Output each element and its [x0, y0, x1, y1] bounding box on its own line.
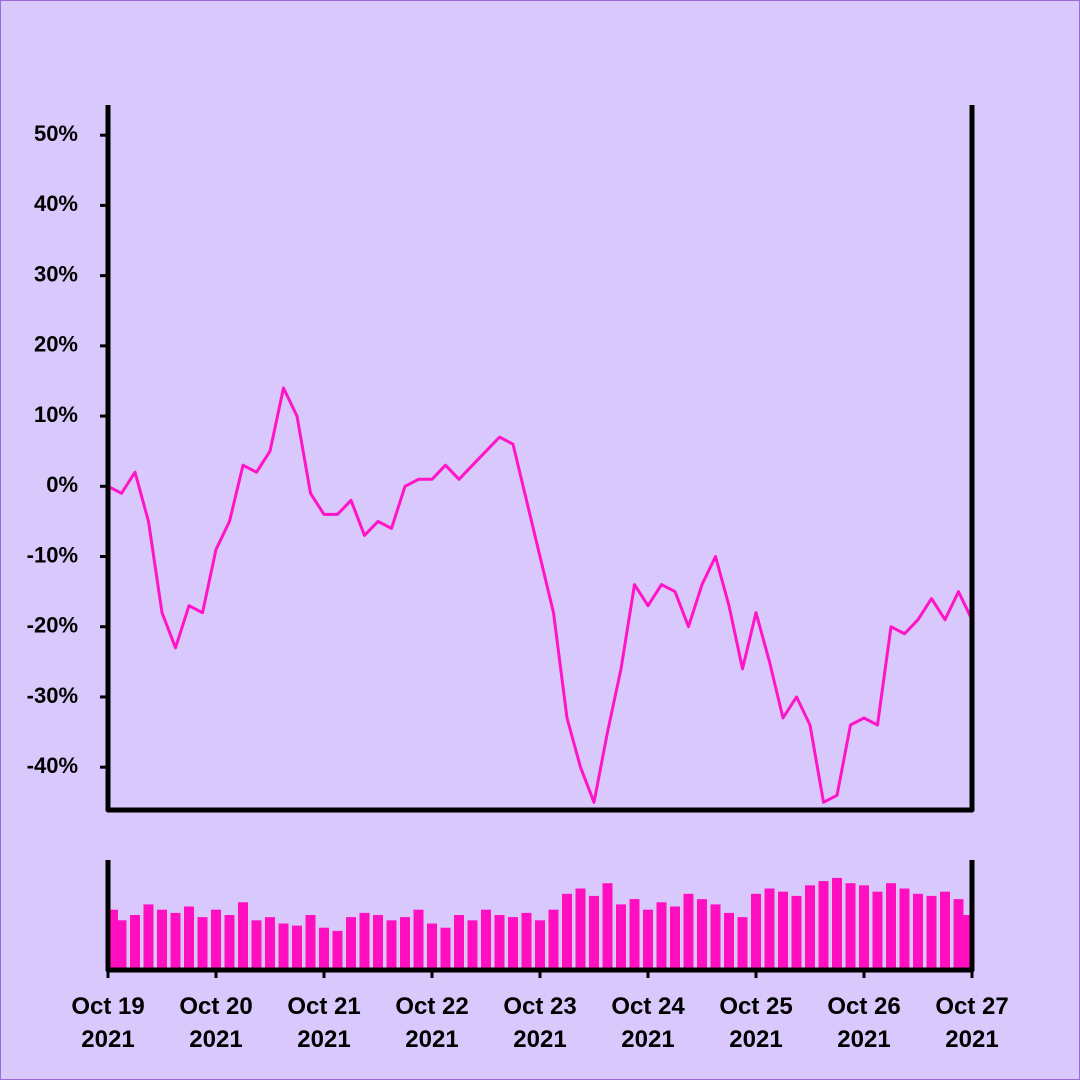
volume-bar: [211, 909, 221, 968]
volume-bar: [845, 883, 856, 968]
volume-bar: [373, 915, 383, 968]
volume-bar: [508, 917, 518, 968]
volume-bar: [197, 917, 208, 968]
volume-bar: [359, 912, 370, 968]
x-tick-label: Oct 27 2021: [935, 993, 1009, 1053]
volume-bar: [643, 909, 653, 968]
y-tick-label: -30%: [27, 683, 78, 708]
volume-bar: [589, 895, 599, 968]
volume-bar: [400, 917, 410, 968]
x-tick-label: Oct 26 2021: [827, 993, 901, 1053]
y-tick-label: 40%: [34, 191, 78, 216]
volume-bar: [697, 899, 707, 968]
volume-bar: [224, 915, 235, 968]
volume-bar: [184, 906, 194, 968]
volume-bar: [521, 912, 532, 968]
volume-bar: [764, 888, 775, 968]
volume-bar: [778, 891, 788, 968]
volume-bar: [440, 927, 451, 968]
volume-bar: [710, 904, 721, 968]
volume-bar: [413, 909, 424, 968]
x-tick-label: Oct 23 2021: [503, 993, 577, 1053]
price-line: [107, 386, 974, 804]
volume-bar: [953, 899, 964, 968]
volume-bar: [278, 923, 289, 968]
x-tick-label: Oct 22 2021: [395, 993, 469, 1053]
y-tick-label: -10%: [27, 542, 78, 567]
volume-bar: [130, 915, 140, 968]
volume-bar: [899, 888, 910, 968]
volume-bar: [170, 912, 181, 968]
volume-bar: [737, 917, 748, 968]
x-tick-label: Oct 25 2021: [719, 993, 793, 1053]
volume-axes: [105, 860, 975, 973]
y-tick-label: 50%: [34, 121, 78, 146]
main-axes: [105, 105, 975, 813]
volume-bar: [386, 920, 397, 968]
volume-bar: [724, 912, 734, 968]
volume-bar: [238, 902, 248, 968]
volume-bar: [535, 920, 545, 968]
y-tick-label: -40%: [27, 753, 78, 778]
volume-bar: [292, 925, 302, 968]
volume-bar: [265, 917, 275, 968]
volume-bar: [319, 927, 329, 968]
volume-bar: [454, 915, 464, 968]
volume-bar: [791, 895, 802, 968]
volume-bar: [629, 899, 640, 968]
volume-bar: [832, 877, 842, 968]
volume-bar: [427, 923, 437, 968]
volume-bar: [913, 893, 923, 968]
volume-bar: [940, 891, 950, 968]
x-tick-label: Oct 20 2021: [179, 993, 253, 1053]
volume-bar: [251, 920, 262, 968]
x-tick-label: Oct 19 2021: [71, 993, 145, 1053]
y-tick-label: 10%: [34, 402, 78, 427]
y-tick-label: 0%: [46, 472, 78, 497]
volume-bar: [575, 888, 586, 968]
x-tick-label: Oct 24 2021: [611, 993, 685, 1053]
volume-bar: [751, 893, 761, 968]
volume-bar: [332, 930, 343, 968]
x-tick-label: Oct 21 2021: [287, 993, 361, 1053]
volume-bar: [108, 909, 118, 968]
volume-bar: [683, 893, 694, 968]
volume-bar: [116, 920, 127, 968]
y-tick-label: -20%: [27, 613, 78, 638]
volume-bar: [602, 883, 613, 968]
volume-bar: [886, 883, 896, 968]
volume-bar: [962, 915, 972, 968]
volume-bar: [494, 915, 505, 968]
volume-bar: [805, 885, 815, 968]
volume-bar: [346, 917, 356, 968]
volume-bar: [548, 909, 559, 968]
volume-bar: [562, 893, 572, 968]
volume-bar: [872, 891, 883, 968]
volume-bar: [143, 904, 154, 968]
volume-bar: [616, 904, 626, 968]
volume-bar: [670, 906, 680, 968]
volume-bar: [818, 881, 829, 968]
volume-bar: [656, 902, 667, 968]
y-tick-label: 30%: [34, 261, 78, 286]
volume-bar: [926, 895, 937, 968]
volume-bar: [859, 885, 869, 968]
volume-bar: [467, 920, 478, 968]
volume-bar: [305, 915, 316, 968]
y-tick-label: 20%: [34, 332, 78, 357]
volume-bar: [481, 909, 491, 968]
volume-bar: [157, 909, 167, 968]
